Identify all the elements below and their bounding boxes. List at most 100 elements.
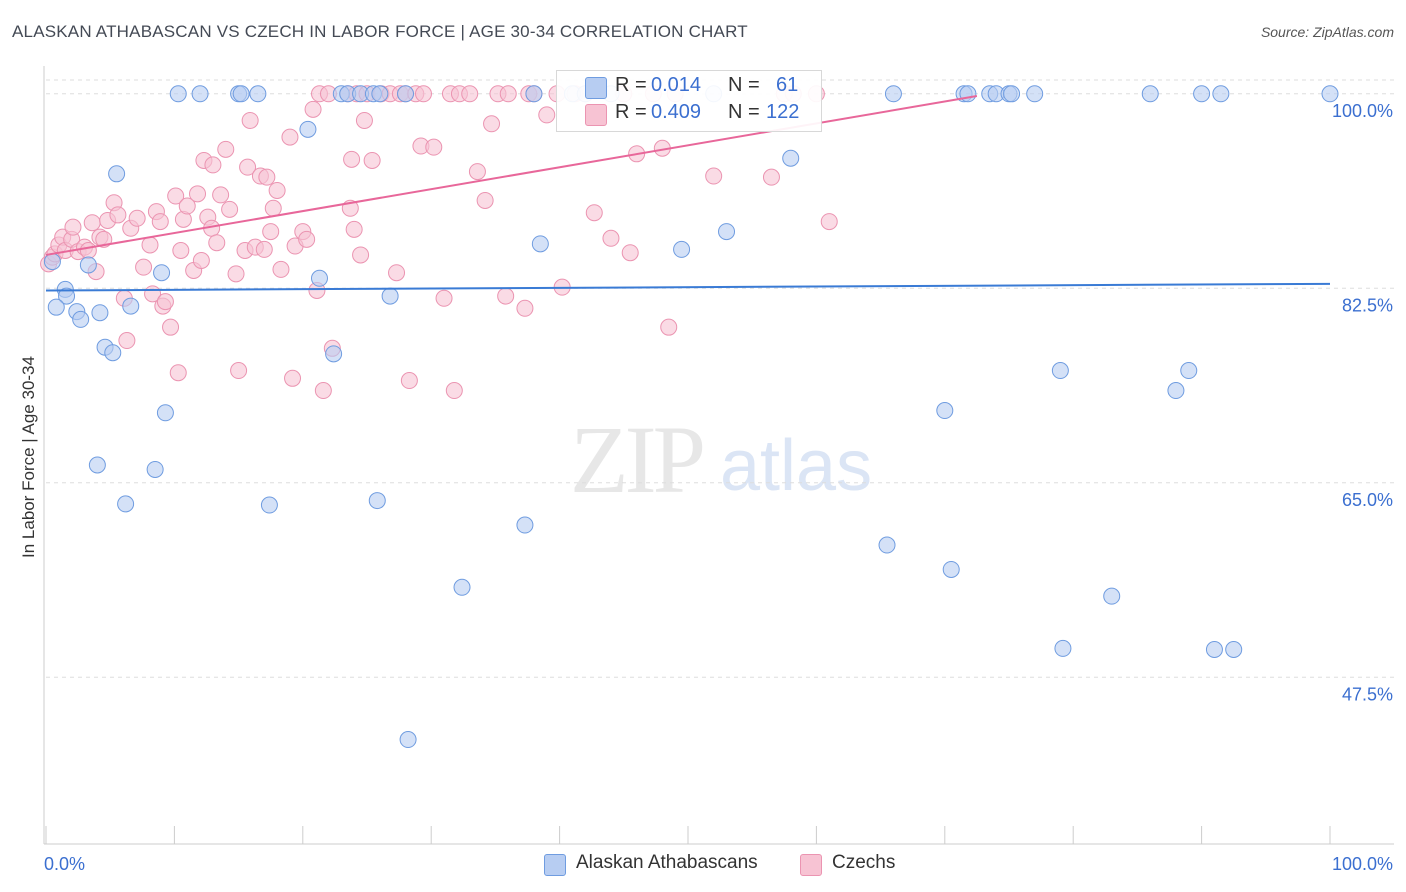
legend: R = 0.014 N = 61 R = 0.409 N = 122 [556,70,822,132]
athabascan-point [516,516,534,534]
athabascan-point [88,456,106,474]
athabascan-point [47,298,65,316]
athabascan-point [1103,587,1121,605]
y-tick-label: 47.5% [1342,684,1393,704]
czech-point [169,364,187,382]
czech-point [435,289,453,307]
czech-point [268,181,286,199]
athabascan-point [232,85,250,103]
czech-point [255,240,273,258]
bottom-legend-swatch-pink [800,854,822,876]
athabascan-point [1167,382,1185,400]
athabascan-point [1026,85,1044,103]
x-tick-label-max: 100.0% [1332,854,1393,874]
czech-point [128,209,146,227]
czech-point [343,150,361,168]
czechs-points [40,85,838,400]
athabascan-point [122,297,140,315]
athabascan-point [1225,641,1243,658]
source-label: Source: ZipAtlas.com [1260,24,1394,40]
athabascan-point [79,256,97,274]
czech-point [109,206,127,224]
czech-point [264,199,282,217]
czech-point [64,218,82,236]
athabascan-point [299,120,317,138]
athabascan-point [1212,85,1230,103]
czech-point [425,138,443,156]
czech-point [762,168,780,186]
czech-point [189,185,207,203]
athabascan-point [249,85,267,103]
athabascan-point [146,460,164,478]
athabascan-point [169,85,187,103]
legend-blue-r: 0.014 [651,74,702,96]
legend-n-label: N = [728,74,760,96]
czech-point [162,318,180,336]
czech-point [156,293,174,311]
athabascan-point [117,495,135,513]
watermark: ZIP atlas [570,406,872,513]
czech-point [212,186,230,204]
athabascan-point [108,165,126,183]
czech-point [135,258,153,276]
czech-point [355,111,373,129]
czech-point [499,85,517,103]
czech-point [281,128,299,146]
czech-point [230,362,248,380]
czech-point [345,220,363,238]
athabascan-point [310,269,328,287]
czech-point [314,382,332,400]
athabascan-point [43,253,61,271]
athabascan-point [1054,639,1072,657]
bottom-legend-blue-label: Alaskan Athabascans [576,852,758,873]
czech-point [208,234,226,252]
czech-point [461,85,479,103]
watermark-zip: ZIP [570,406,703,513]
athabascan-point [936,402,954,420]
athabascan-point [325,345,343,363]
y-tick-label: 65.0% [1342,490,1393,510]
athabascan-point [453,578,471,596]
athabascan-point [673,240,691,258]
legend-n-label: N = [728,101,760,123]
legend-pink-r: 0.409 [651,101,702,123]
athabascan-point [1180,362,1198,380]
y-tick-label: 100.0% [1332,101,1393,121]
athabascan-point [782,149,800,167]
czech-point [538,106,556,124]
alaskan-athabascans-points [43,85,1339,749]
czech-point [151,213,169,231]
czech-point [820,213,838,231]
czech-point [705,167,723,185]
czech-point [178,197,196,215]
athabascan-point [718,223,736,241]
bottom-legend-swatch-blue [544,854,566,876]
athabascan-point [260,496,278,514]
athabascan-point [153,264,171,282]
czech-point [585,204,603,222]
czech-point [298,230,316,248]
czech-point [167,187,185,205]
czech-point [239,158,257,176]
czech-point [272,260,290,278]
athabascan-point [368,492,386,510]
czech-point [241,111,259,129]
czech-point [400,372,418,390]
czech-point [621,244,639,262]
athabascan-point [91,304,109,322]
bottom-legend-pink-label: Czechs [832,852,896,873]
athabascan-point [1205,641,1223,658]
czech-point [602,229,620,247]
athabascan-point [884,85,902,103]
czech-point [660,318,678,336]
x-tick-labels: 0.0% 100.0% [44,854,1393,874]
athabascan-point [58,287,76,305]
y-axis-label: In Labor Force | Age 30-34 [19,356,38,558]
athabascan-point [156,404,174,422]
czech-point [172,241,190,259]
czech-point [483,115,501,133]
czech-point [388,264,406,282]
y-tick-labels: 47.5% 65.0% 82.5% 100.0% [1332,101,1393,704]
athabascan-point [878,536,896,554]
athabascan-point [397,85,415,103]
